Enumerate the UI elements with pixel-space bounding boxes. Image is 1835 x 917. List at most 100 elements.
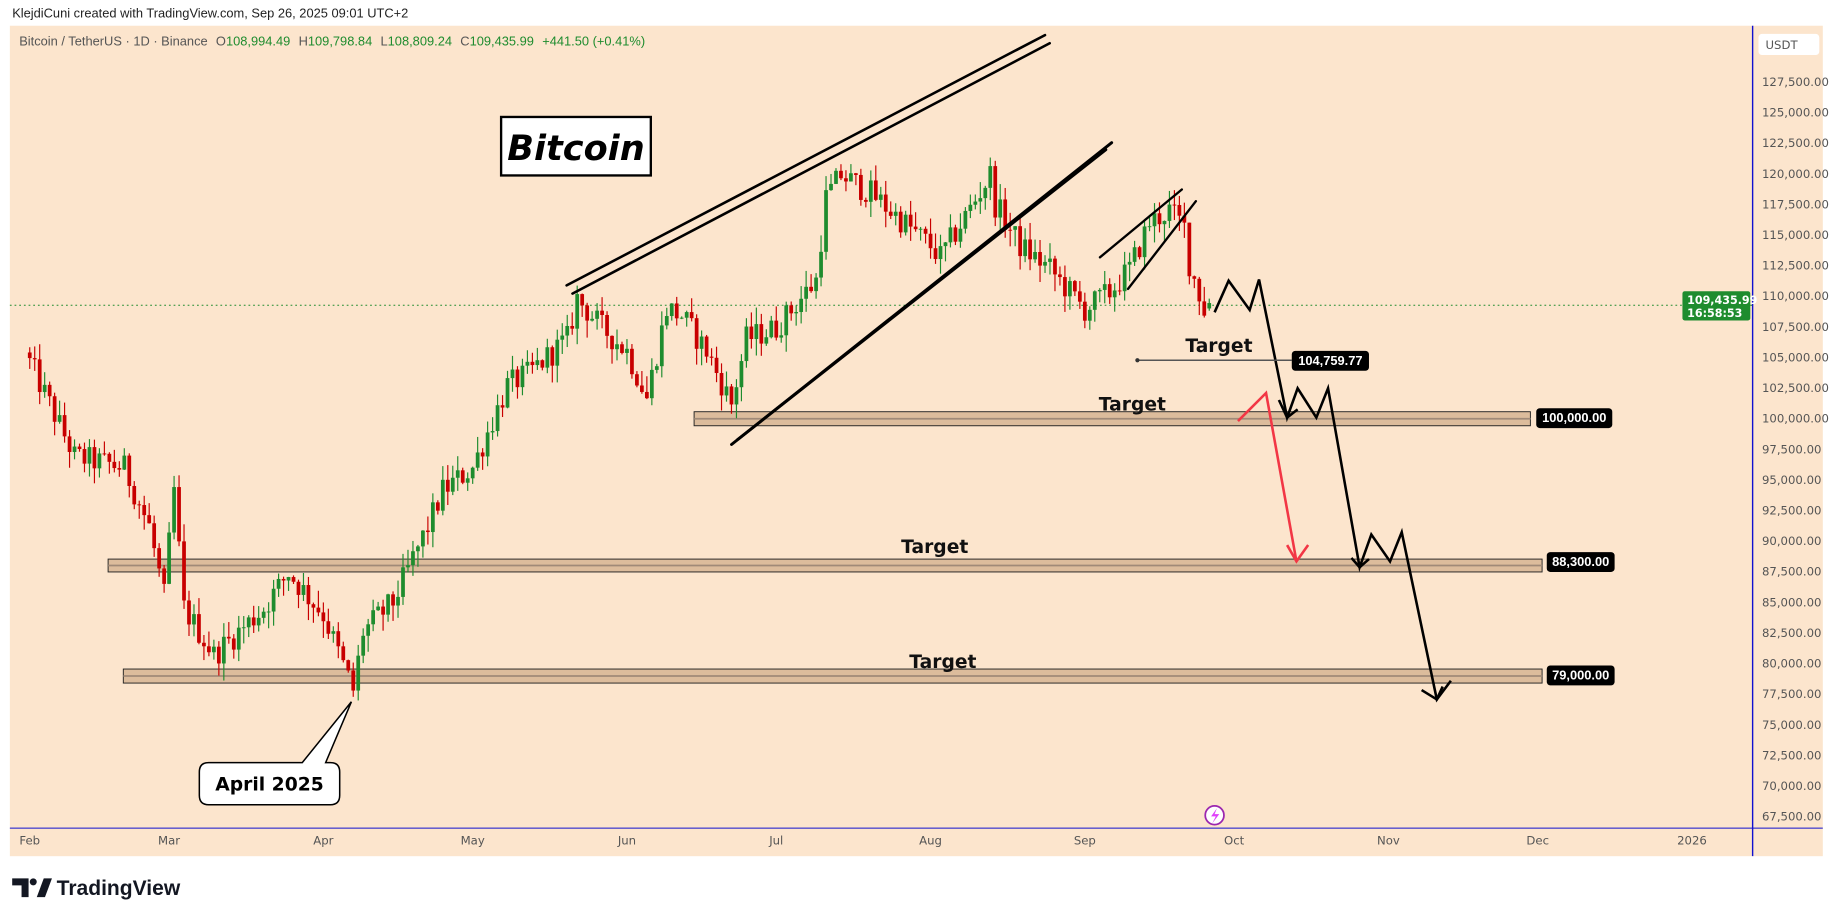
candle-body [47,384,52,397]
candle-body [704,336,709,357]
candle-body [212,646,216,653]
price-tick-label: 100,000.00 [1762,412,1829,426]
price-tick-label: 75,000.00 [1762,718,1821,732]
wedge-upper-line[interactable] [1098,188,1184,259]
projection-path-red[interactable] [1237,390,1298,562]
candle-body [575,294,580,329]
candle-body [421,530,425,547]
candle-body [535,360,540,366]
price-tick-label: 87,500.00 [1762,565,1821,579]
candle-body [819,251,823,278]
upper-channel-line-1[interactable] [565,33,1047,287]
candle-body [893,211,898,216]
candle-body [107,453,112,462]
banner-text: KlejdiCuni created with TradingView.com,… [12,6,408,21]
candle-body [296,581,301,595]
candle-body [878,194,883,200]
price-tick-label: 115,000.00 [1762,228,1829,242]
candle-body [764,337,769,344]
candle-body [938,246,943,260]
red-arrowhead [1285,544,1310,564]
candle-body [814,277,818,292]
candle-body [605,315,609,336]
price-tick-label: 120,000.00 [1762,167,1829,181]
candle-body [570,325,575,329]
price-axis[interactable]: 127,500.00 125,000.00 122,500.00 120,000.00… [1762,75,1829,824]
candle-body [794,312,799,314]
price-tick-label: 67,500.00 [1762,810,1821,824]
candle-body [844,178,848,182]
candle-body [72,446,77,453]
candle-body [550,347,555,366]
candle-body [585,305,590,321]
price-tick-label: 117,500.00 [1762,197,1829,211]
trendlines[interactable] [565,33,1198,446]
title-box[interactable] [499,115,652,177]
candle-body [600,310,604,316]
candle-body [42,384,47,393]
candle-body [445,479,450,492]
candle-body [127,455,132,486]
currency-button[interactable]: USDT [1758,33,1820,55]
price-tag-88300: 88,300.00 [1552,554,1609,569]
candle-body [963,210,968,229]
chart-pane[interactable] [9,25,1823,857]
candle-body [868,180,873,202]
arrowhead-3 [1420,686,1444,702]
last-price-label: 109,435.99 16:58:53 [1682,291,1758,321]
candle-body [1033,252,1037,260]
candle-body [809,286,813,292]
candle-body [261,611,266,618]
candle-body [918,228,923,230]
upper-channel-line-2[interactable] [571,41,1051,295]
candle-body [978,198,983,202]
time-axis[interactable]: Feb Mar Apr May Jun Jul Aug Sep Oct Nov Dec 2026 [19,833,1706,847]
candle-body [301,585,306,595]
candle-body [590,318,594,321]
candle-body [580,294,585,306]
candle-body [495,405,500,432]
candles [27,157,1212,701]
candle-body [903,214,908,233]
candle-body [1117,290,1122,292]
candle-body [132,485,137,505]
projection-path-black[interactable] [1213,278,1452,703]
candle-body [216,646,221,664]
support-trendline-2[interactable] [735,148,1108,442]
candle-body [928,233,933,249]
candle-body [450,477,455,492]
candle-body [510,369,515,379]
candle-body [630,348,634,375]
candle-body [1132,247,1137,262]
april-callout[interactable]: April 2025 [198,701,353,806]
candle-body [266,611,271,613]
candle-body [505,378,510,408]
candle-body [659,325,664,367]
candle-body [1187,222,1192,277]
candle-body [565,325,570,336]
candle-body [87,447,92,464]
candle-body [525,361,530,366]
candle-body [913,226,918,230]
price-tick-label: 80,000.00 [1762,657,1821,671]
arrowhead-2 [1350,557,1370,570]
candle-body [117,468,122,470]
candle-body [221,636,226,664]
candle-body [958,228,963,242]
candle-body [654,366,659,370]
wedge-lower-line[interactable] [1126,200,1198,291]
tradingview-logo[interactable]: TradingView [12,877,181,900]
candle-body [37,359,42,393]
symbol-header: Bitcoin / TetherUS · 1D · Binance O108,9… [19,34,645,49]
candle-body [854,173,858,175]
candle-body [142,505,147,516]
candle-body [973,201,978,205]
candle-body [246,617,251,628]
price-tick-label: 102,500.00 [1762,381,1829,395]
candle-body [779,335,784,338]
candle-body [679,317,684,319]
candle-body [1018,226,1023,257]
candle-body [988,166,993,188]
lightning-icon[interactable] [1204,805,1225,826]
candle-body [97,453,102,469]
